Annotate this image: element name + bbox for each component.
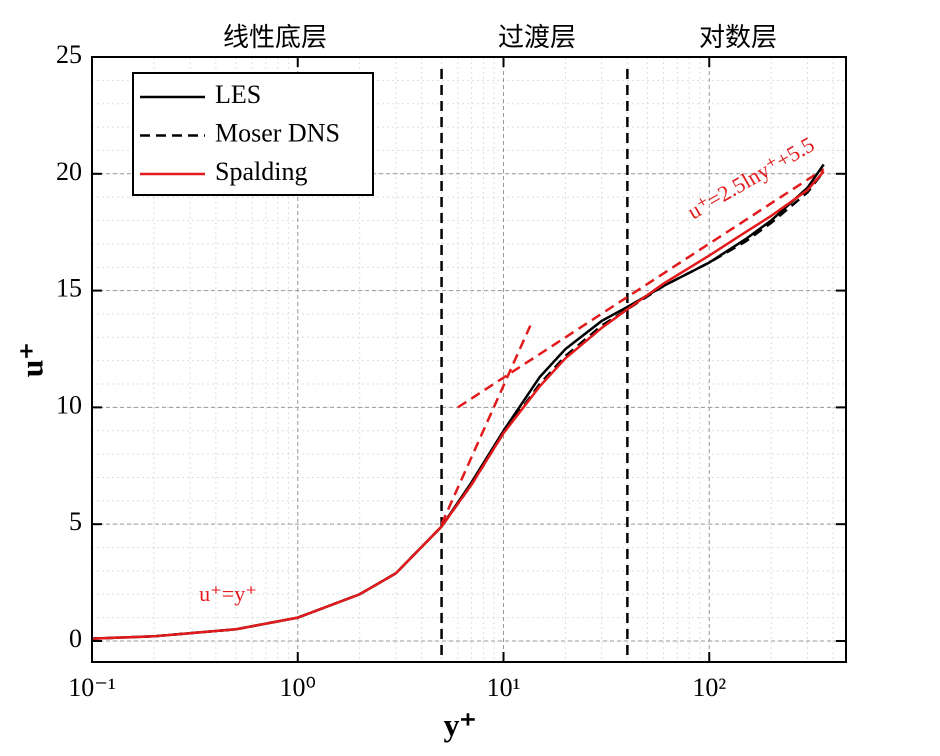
series-line: [91, 170, 825, 640]
reference-line: [440, 325, 532, 525]
y-tick-label: 20: [56, 157, 82, 186]
x-tick-label: 10¹: [487, 673, 521, 702]
y-tick-label: 15: [56, 274, 82, 303]
y-tick-label: 5: [69, 507, 82, 536]
x-tick-label: 10⁰: [280, 673, 316, 702]
x-tick-label: 10⁻¹: [68, 673, 116, 702]
legend: LES Moser DNS Spalding: [132, 72, 374, 196]
y-tick-label: 25: [56, 40, 82, 69]
plot-frame: [91, 56, 847, 663]
x-tick-label: 10²: [692, 673, 726, 702]
series-line: [91, 170, 825, 640]
region-label: 对数层: [699, 23, 777, 52]
region-label: 线性底层: [223, 23, 327, 52]
legend-label: Spalding: [215, 157, 307, 186]
legend-label: LES: [215, 80, 261, 109]
y-tick-label: 0: [69, 624, 82, 653]
y-tick-label: 10: [56, 390, 82, 419]
annotation: u⁺=y⁺: [199, 581, 257, 606]
y-axis-title: u⁺: [13, 343, 49, 378]
reference-line: [457, 168, 825, 409]
x-axis-title: y⁺: [444, 706, 477, 742]
region-label: 过渡层: [498, 23, 576, 52]
legend-label: Moser DNS: [215, 118, 340, 147]
